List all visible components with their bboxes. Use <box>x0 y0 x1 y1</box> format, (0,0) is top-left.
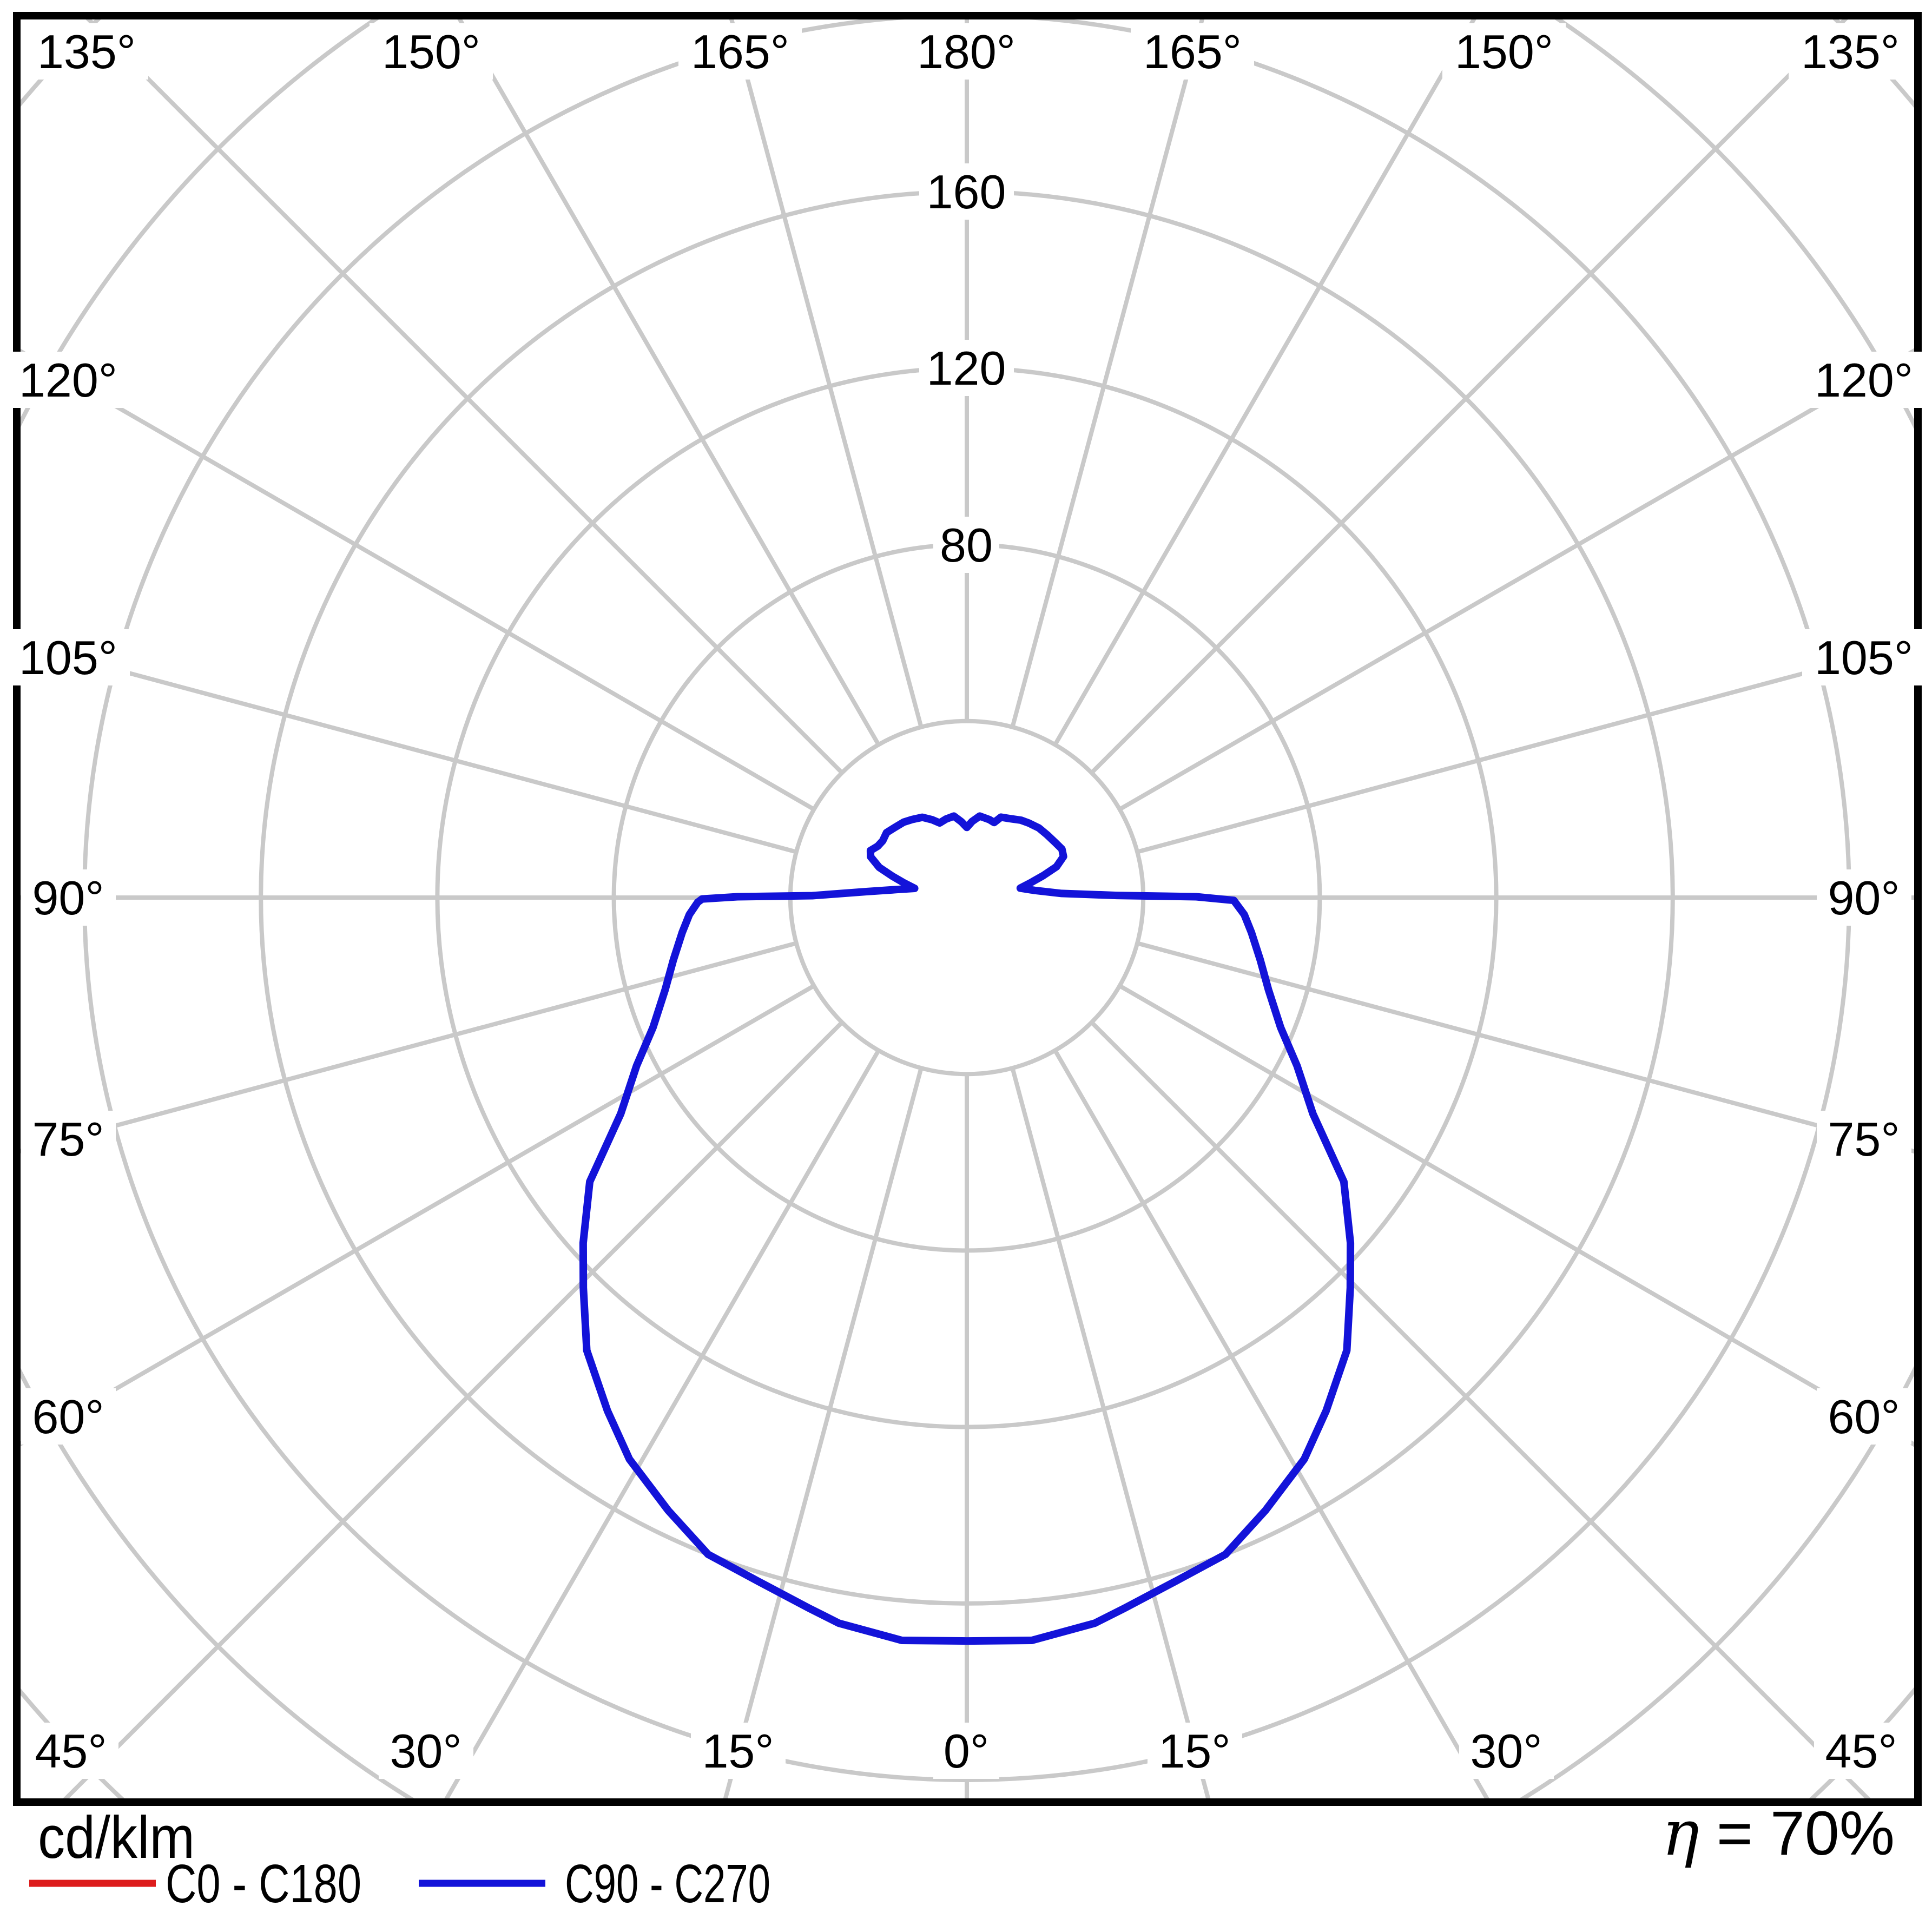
angle-label-165deg-halo <box>678 23 802 80</box>
angle-label-150deg: 150° <box>1455 25 1553 78</box>
grid-spoke-225 <box>85 19 844 775</box>
efficiency-label: η = 70% <box>1662 1797 1895 1870</box>
angle-label-15deg: 15° <box>702 1724 774 1778</box>
grid-spoke-345 <box>723 1067 924 1798</box>
angle-label-135deg: 135° <box>37 25 136 78</box>
angle-label-105deg-halo <box>6 629 130 685</box>
angle-label-75deg-halo <box>21 1111 116 1167</box>
ring-label-80-halo <box>933 517 999 573</box>
ring-label-120: 120 <box>927 341 1006 395</box>
ring-label-120-halo <box>919 340 1014 396</box>
angle-label-45deg: 45° <box>1825 1724 1897 1778</box>
grid-spoke-165 <box>1010 19 1204 728</box>
angle-label-165deg-halo <box>1131 23 1254 80</box>
angle-label-60deg-halo <box>1817 1388 1911 1445</box>
angle-label-75deg-halo <box>1817 1111 1911 1167</box>
angle-label-15deg-halo <box>691 1723 786 1779</box>
grid-spoke-60 <box>1118 984 1914 1447</box>
grid-spoke-240 <box>21 348 815 812</box>
angle-label-105deg-halo <box>1802 629 1926 685</box>
angle-label-120deg: 120° <box>19 353 117 407</box>
angle-label-30deg-halo <box>379 1723 473 1779</box>
angle-label-30deg-halo <box>1459 1723 1554 1779</box>
angle-label-0deg-halo <box>933 1723 999 1779</box>
unit-label: cd/klm <box>38 1804 195 1871</box>
legend-label-c90-c270: C90 - C270 <box>565 1854 770 1914</box>
angle-label-45deg: 45° <box>35 1724 107 1778</box>
curve-c90-c270 <box>579 812 1355 1645</box>
angle-label-75deg: 75° <box>1828 1112 1900 1166</box>
legend: cd/klm C0 - C180 C90 - C270 η = 70% <box>29 1797 1895 1914</box>
grid-spoke-315 <box>63 1020 844 1798</box>
angle-label-45deg-halo <box>1814 1723 1909 1779</box>
grid-spoke-195 <box>729 19 924 728</box>
angle-label-105deg: 105° <box>1815 631 1913 684</box>
angle-label-180deg: 180° <box>917 25 1016 78</box>
grid-spoke-255 <box>21 642 797 854</box>
angle-label-120deg-halo <box>1802 352 1926 408</box>
angle-label-15deg-halo <box>1148 1723 1242 1779</box>
angle-label-120deg-halo <box>6 352 130 408</box>
curve-layer <box>579 812 1355 1645</box>
grid-spoke-150 <box>1053 19 1476 746</box>
grid-spoke-300 <box>21 984 815 1447</box>
angle-label-90deg: 90° <box>1828 871 1900 925</box>
angle-label-180deg-halo <box>905 23 1028 80</box>
grid-spoke-75 <box>1137 941 1914 1154</box>
grid-spoke-30 <box>1053 1049 1489 1798</box>
angle-label-15deg: 15° <box>1158 1724 1230 1778</box>
angle-label-150deg: 150° <box>382 25 480 78</box>
angle-label-0deg: 0° <box>944 1724 989 1778</box>
angle-label-60deg-halo <box>21 1388 116 1445</box>
grid-spoke-330 <box>444 1049 881 1798</box>
angle-label-90deg-halo <box>1817 869 1911 926</box>
grid-labels: 135° 150° 165° 180° 165° 150° 135° 120° 105° 90° 7… <box>6 23 1926 1779</box>
grid-spoke-120 <box>1118 348 1914 812</box>
grid-spoke-285 <box>21 941 797 1153</box>
angle-label-165deg: 165° <box>691 25 789 78</box>
ring-label-160-halo <box>919 163 1014 220</box>
angle-label-150deg-halo <box>370 23 493 80</box>
angle-label-105deg: 105° <box>19 631 117 684</box>
grid-spoke-135 <box>1090 19 1848 775</box>
angle-label-135deg-halo <box>1789 23 1912 80</box>
grid-spoke-105 <box>1137 641 1914 854</box>
angle-label-30deg: 30° <box>390 1724 461 1778</box>
angle-label-90deg: 90° <box>32 871 104 925</box>
eta-symbol: η <box>1662 1797 1699 1870</box>
angle-label-165deg: 165° <box>1143 25 1242 78</box>
angle-label-120deg: 120° <box>1815 353 1913 407</box>
angle-label-75deg: 75° <box>32 1112 104 1166</box>
grid-spoke-210 <box>457 19 881 746</box>
angle-label-30deg: 30° <box>1470 1724 1542 1778</box>
eta-value: = 70% <box>1699 1799 1895 1868</box>
grid-spoke-15 <box>1010 1067 1211 1798</box>
angle-label-150deg-halo <box>1442 23 1566 80</box>
angle-label-135deg-halo <box>25 23 148 80</box>
angle-label-60deg: 60° <box>1828 1390 1900 1443</box>
ring-label-160: 160 <box>927 165 1006 219</box>
angle-label-45deg-halo <box>24 1723 118 1779</box>
ring-label-80: 80 <box>940 518 993 572</box>
angle-label-90deg-halo <box>21 869 116 926</box>
angle-label-60deg: 60° <box>32 1390 104 1443</box>
grid-spoke-45 <box>1090 1020 1871 1798</box>
angle-label-135deg: 135° <box>1801 25 1900 78</box>
legend-label-c0-c180: C0 - C180 <box>166 1854 361 1914</box>
